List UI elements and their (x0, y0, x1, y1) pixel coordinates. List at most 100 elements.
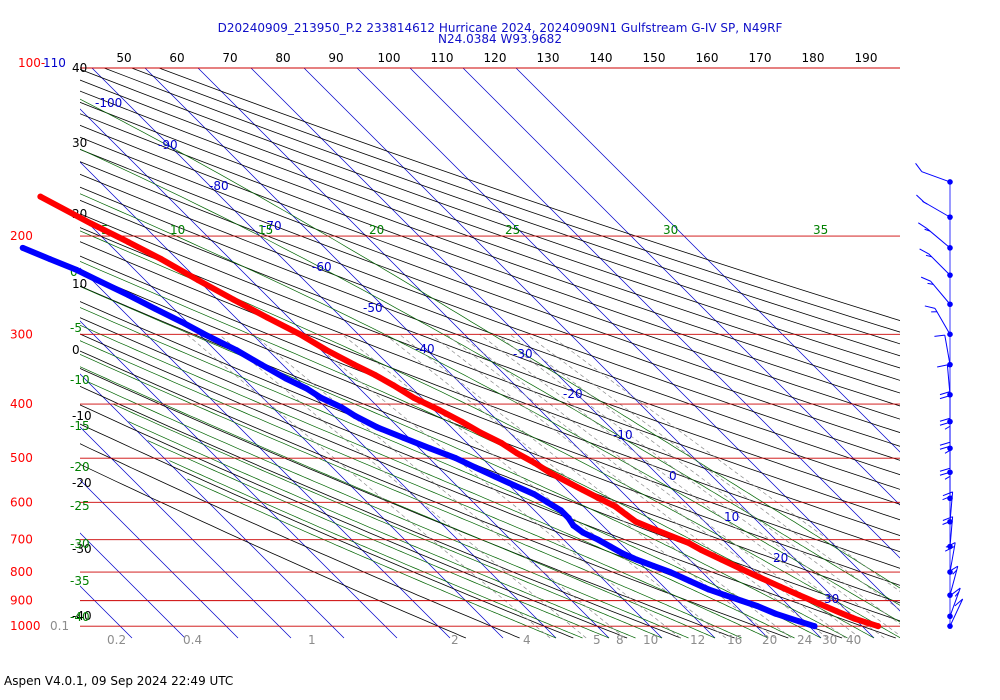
temperature-point (833, 608, 840, 615)
dewpoint-trace (19, 244, 818, 630)
wind-barb-shaft (949, 542, 956, 573)
moist-adiabat-line (80, 366, 716, 639)
dry-adiabat-line (80, 255, 900, 569)
dewpoint-point (337, 404, 344, 411)
wind-barb-flag (954, 591, 960, 597)
theta-e-label: 15 (258, 223, 273, 237)
temperature-point (297, 331, 304, 338)
mixing-ratio-line (479, 334, 885, 639)
temp-f-label: 130 (537, 51, 560, 65)
temperature-point (264, 314, 271, 321)
altitude-label: -10 (72, 409, 92, 423)
wind-barb-flag (952, 569, 958, 575)
moist-adiabat-line (80, 230, 900, 639)
temperature-point (758, 575, 765, 582)
wind-barb-shaft (949, 491, 954, 522)
wind-barb-flag (918, 222, 928, 229)
wind-barb-flag (939, 421, 951, 426)
grid-layer (0, 67, 900, 639)
theta-label: -50 (363, 301, 383, 315)
green-label: -35 (70, 574, 90, 588)
temp-f-label: 60 (169, 51, 184, 65)
dry-adiabat-line (80, 101, 900, 394)
mixing-ratio-label: 10 (643, 633, 658, 647)
theta-label: 10 (724, 510, 739, 524)
temperature-point (596, 495, 603, 502)
dewpoint-point (233, 346, 240, 353)
temperature-point (531, 459, 538, 466)
wind-barb-shaft (949, 598, 964, 627)
moist-adiabat-line (80, 98, 900, 589)
isotherm-line (80, 373, 345, 639)
temp-f-label: 100 (378, 51, 401, 65)
mixing-ratio-line (430, 334, 828, 639)
dry-adiabat-line (103, 68, 900, 345)
dewpoint-point (686, 578, 693, 585)
dry-adiabat-line (80, 173, 900, 476)
dewpoint-point (352, 412, 359, 419)
wind-barb-shaft (949, 516, 954, 547)
wind-barb-flag (939, 391, 951, 396)
moist-adiabat-line (147, 440, 610, 639)
moist-adiabat-line (80, 148, 900, 606)
mixing-ratio-line (399, 334, 792, 639)
altitude-label: 40 (72, 61, 87, 75)
moist-adiabat-line (128, 421, 636, 639)
theta-e-label: 35 (813, 223, 828, 237)
moist-adiabat-line (80, 324, 795, 639)
mixing-ratio-label: 20 (762, 633, 777, 647)
dewpoint-point (318, 394, 325, 401)
mixing-ratio-label: 0.4 (183, 633, 202, 647)
theta-e-label: 10 (170, 223, 185, 237)
moist-adiabat-line (80, 193, 900, 623)
temp-f-label: 90 (328, 51, 343, 65)
temp-f-label: 110 (431, 51, 454, 65)
mixing-ratio-label: 0.1 (50, 619, 69, 633)
green-label: -25 (70, 499, 90, 513)
moist-adiabat-line (87, 381, 689, 639)
wind-barb-flag (948, 565, 959, 573)
wind-barb-flag (939, 467, 951, 472)
mixing-ratio-label: 12 (690, 633, 705, 647)
dry-adiabat-line (131, 68, 900, 333)
theta-label: -90 (158, 138, 178, 152)
dewpoint-point (795, 618, 802, 625)
dewpoint-point (73, 266, 80, 273)
dewpoint-point (400, 434, 407, 441)
wind-barb-flag (939, 441, 951, 446)
temperature-point (88, 220, 95, 227)
isotherm-line (80, 108, 610, 639)
temperature-point (498, 440, 505, 447)
temp-f-label: 50 (116, 51, 131, 65)
mixing-ratio-label: 40 (846, 633, 861, 647)
isotherm-line (0, 68, 26, 638)
dewpoint-point (811, 623, 818, 630)
dry-adiabat-line (80, 270, 900, 586)
wind-barb-flag (951, 587, 961, 595)
pressure-label: 800 (10, 565, 33, 579)
wind-barb-shaft (928, 253, 951, 276)
temperature-point (579, 486, 586, 493)
dewpoint-point (722, 592, 729, 599)
dewpoint-point (303, 385, 310, 392)
dewpoint-point (94, 277, 101, 284)
wind-barb-flag (939, 471, 951, 476)
wind-barb-flag (939, 417, 951, 422)
wind-barb-flag (934, 334, 945, 337)
temp-f-label: 150 (643, 51, 666, 65)
wind-barb-flag (942, 491, 953, 497)
mixing-ratio-line (495, 334, 900, 636)
wind-barb (944, 542, 956, 575)
temperature-point (796, 592, 803, 599)
dry-adiabat-line (80, 148, 900, 447)
wind-barb-flag (954, 598, 964, 607)
temperature-point (612, 503, 619, 510)
wind-barb-flag (944, 546, 955, 552)
wind-barb (915, 163, 953, 185)
dewpoint-point (557, 507, 564, 514)
wind-barb (918, 222, 953, 251)
wind-barb-shaft (926, 228, 951, 249)
temperature-point (632, 518, 639, 525)
theta-label: -30 (513, 347, 533, 361)
temperature-point (563, 478, 570, 485)
